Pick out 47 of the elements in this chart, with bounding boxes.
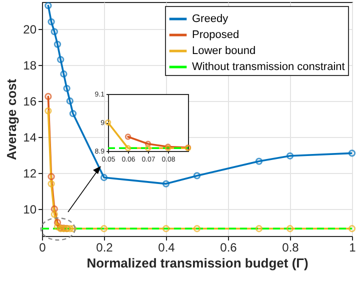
point (100, 174, 108, 182)
point (144, 145, 152, 152)
point (63, 84, 70, 92)
point (162, 180, 170, 188)
x-tick-label: 0.2 (96, 240, 114, 254)
point (66, 225, 74, 232)
point (50, 205, 58, 213)
point (255, 158, 263, 165)
y-tick-label: 20 (23, 22, 37, 36)
point (162, 225, 170, 232)
point (48, 173, 55, 180)
point (48, 18, 55, 26)
point (57, 56, 64, 64)
point (286, 225, 294, 232)
point (54, 40, 62, 48)
x-tick-label: 0.8 (282, 240, 300, 254)
point (193, 225, 201, 232)
point (48, 180, 55, 188)
y-axis-title: Average cost (4, 78, 20, 160)
legend-label: Greedy (192, 13, 229, 25)
point (124, 145, 132, 152)
point (50, 210, 58, 218)
y-tick-label: 18 (23, 58, 37, 72)
x-tick-label: 0.6 (220, 240, 238, 254)
legend-label: Proposed (192, 29, 240, 41)
point (69, 110, 77, 118)
x-axis-title: Normalized transmission budget (Γ) (86, 256, 308, 270)
point (193, 172, 201, 180)
legend-label: Lower bound (192, 45, 256, 57)
point (54, 223, 62, 230)
point (255, 225, 263, 232)
point (144, 140, 152, 147)
point (50, 28, 58, 36)
point (286, 152, 294, 160)
y-tick-label: 12 (23, 166, 37, 180)
point (69, 225, 77, 232)
point (54, 218, 62, 226)
x-tick-label: 0.4 (158, 240, 176, 254)
y-tick-label: 10 (23, 202, 37, 216)
x-tick-label: 0 (39, 240, 46, 254)
x-tick-label: 1 (349, 240, 356, 254)
legend-label: Without transmission constraint (192, 61, 345, 73)
point (100, 225, 108, 232)
point (60, 70, 68, 78)
y-tick-label: 14 (23, 130, 37, 144)
y-tick-label: 16 (23, 94, 37, 108)
point (66, 97, 74, 105)
